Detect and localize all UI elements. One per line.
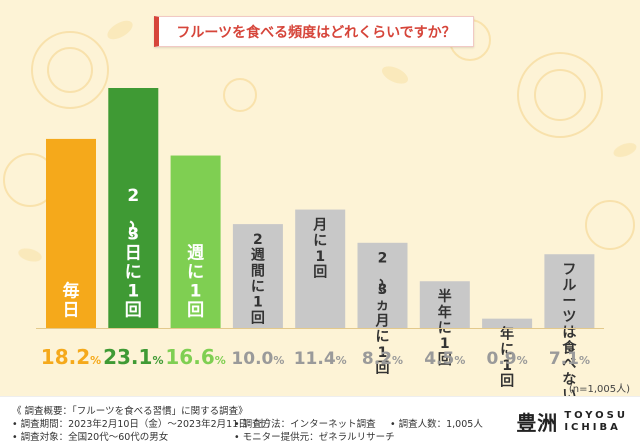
survey-count: • 調査人数：1,005人 [390, 419, 483, 430]
category-label-8: 年に 1 回 [500, 326, 514, 390]
footer-col-1: 《 調査概要：「フルーツを食べる習慣」に関する調査》 • 調査期間：2023年2… [12, 405, 276, 443]
footer-col-3: • 調査人数：1,005人 [390, 418, 483, 431]
survey-summary: 《 調査概要：「フルーツを食べる習慣」に関する調査》 [12, 406, 248, 417]
bar-4 [232, 224, 283, 328]
chart-title: フルーツを食べる頻度はどれくらいですか？ [154, 16, 474, 47]
category-label-7: 半年に 1 回 [438, 288, 452, 368]
footer-col-2: • 調査方法：インターネット調査 • モニター提供元：ゼネラルリサーチ [234, 418, 395, 443]
value-label-8: 0.9% [487, 349, 528, 369]
survey-period: • 調査期間：2023年2月10日（金）〜2023年2月11日（土） [12, 419, 277, 430]
category-label-9: フルーツは食べない [562, 262, 577, 396]
category-label-4: 2 週間に 1 回 [251, 232, 265, 326]
category-label-6: 2 〜3 ヵ月に 1 回 [372, 251, 390, 377]
sample-size-label: (n=1,005人) [568, 384, 630, 395]
bar-2 [108, 88, 159, 328]
value-label-7: 4.5% [424, 349, 465, 369]
survey-provider: • モニター提供元：ゼネラルリサーチ [234, 432, 395, 443]
bar-7 [419, 281, 470, 328]
value-label-1: 18.2% [41, 345, 101, 369]
bar-6 [357, 242, 408, 328]
category-label-5: 月に 1 回 [312, 217, 327, 280]
value-label-5: 11.4% [294, 349, 347, 369]
survey-target: • 調査対象：全国20代〜60代の男女 [12, 432, 169, 443]
logo-latin: TOYOSU ICHIBA [564, 409, 628, 433]
category-label-2: 2 〜3 日に 1 回 [120, 186, 142, 320]
bar-9 [544, 254, 595, 328]
bar-5 [295, 209, 346, 328]
category-label-1: 毎日 [63, 280, 80, 320]
logo-kanji: 豊洲 [516, 411, 559, 435]
bar-8 [482, 318, 533, 328]
bar-3 [170, 155, 221, 328]
bar-chart: 毎日 18.2% 2 〜3 日に 1 回 23.1% 週に 1 回 16.6% 2 週間に 1 回 10.0% 月… [36, 88, 604, 396]
category-label-3: 週に 1 回 [187, 243, 204, 320]
bar-1 [46, 138, 96, 328]
value-label-4: 10.0% [231, 349, 284, 369]
value-label-6: 8.2% [362, 349, 403, 369]
value-label-9: 7.1% [549, 349, 590, 369]
survey-footer: 《 調査概要：「フルーツを食べる習慣」に関する調査》 • 調査期間：2023年2… [0, 396, 640, 443]
survey-method: • 調査方法：インターネット調査 [234, 419, 376, 430]
toyosu-ichiba-logo: 豊洲 TOYOSU ICHIBA [516, 407, 628, 436]
value-label-2: 23.1% [103, 345, 163, 369]
value-label-3: 16.6% [165, 345, 225, 369]
